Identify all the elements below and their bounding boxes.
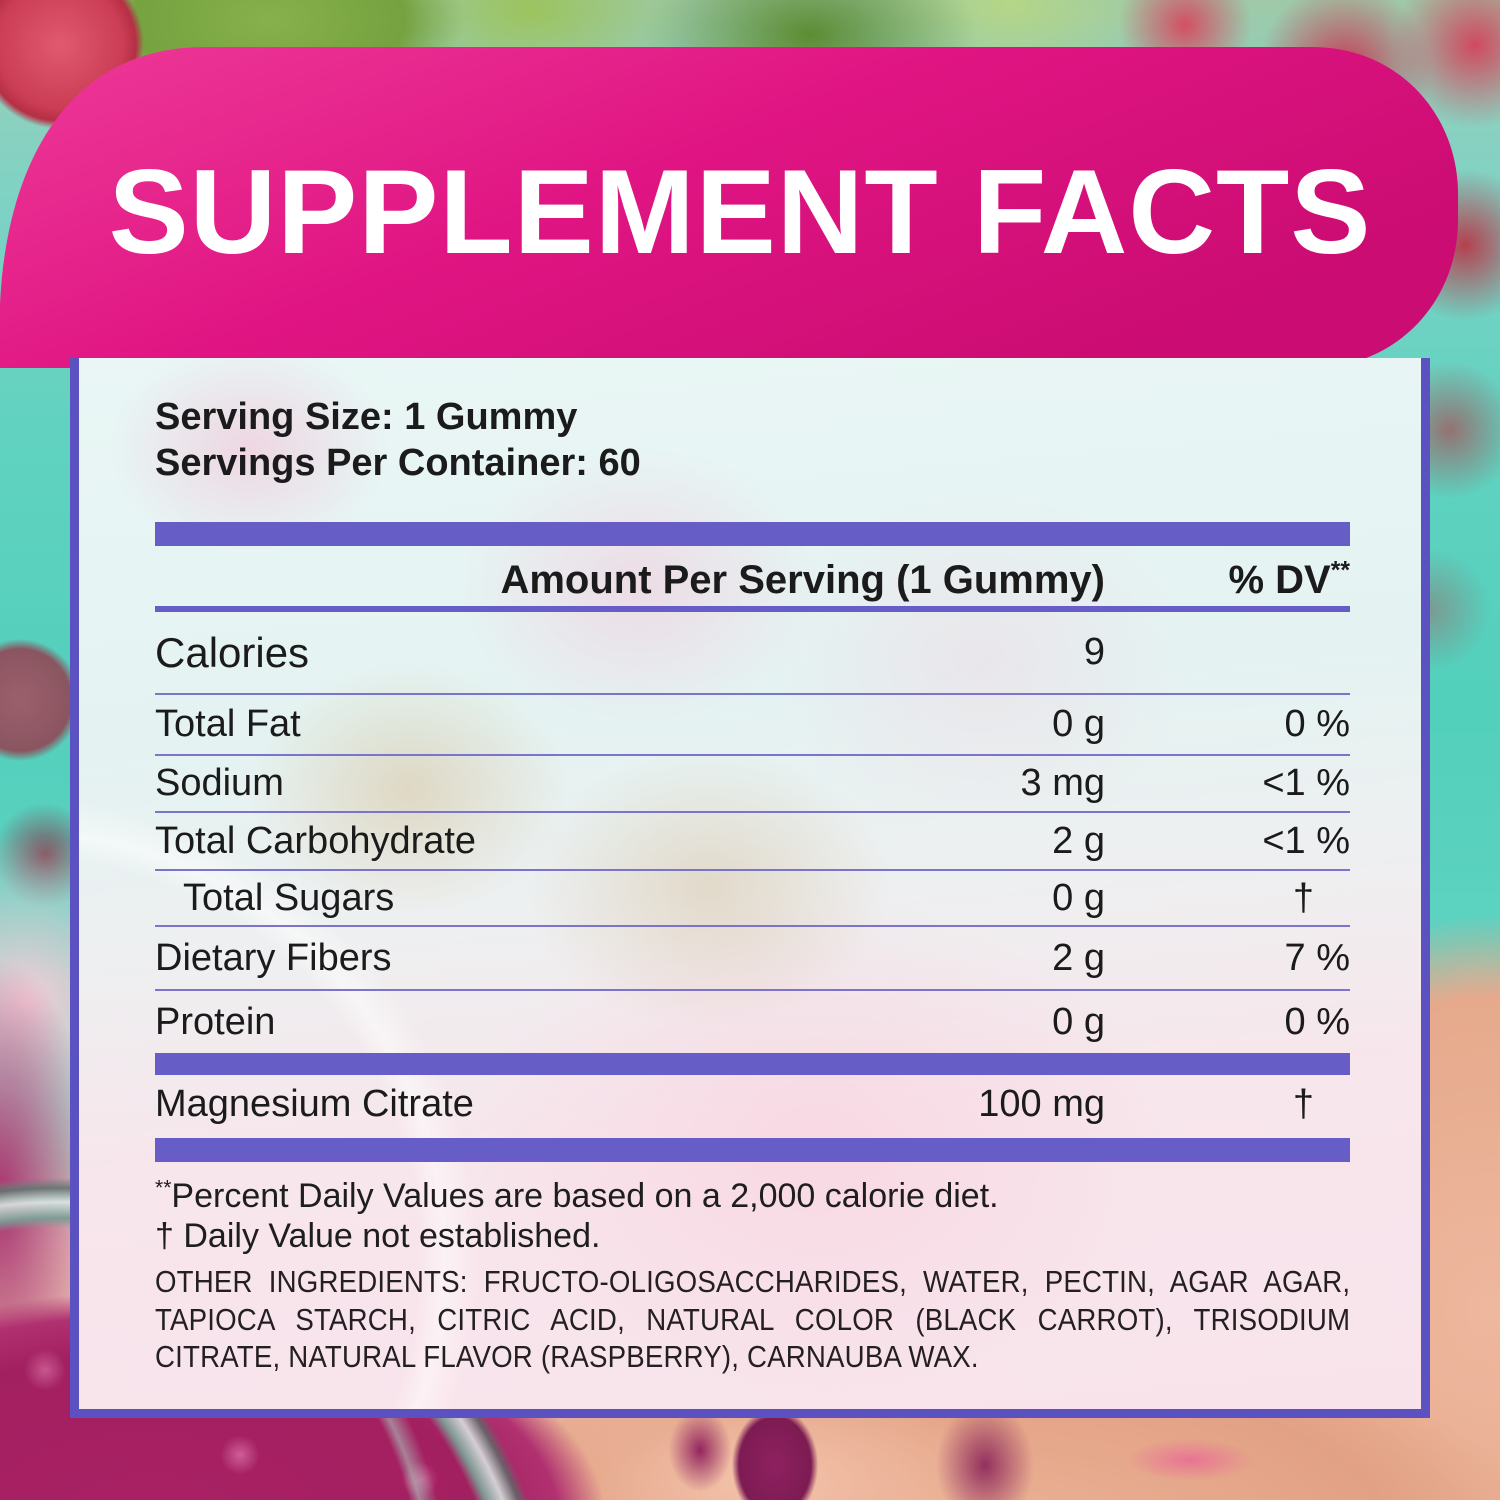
panel-content: Serving Size: 1 Gummy Servings Per Conta…: [155, 358, 1350, 1409]
table-row-calories: Calories 9: [155, 612, 1350, 695]
serving-size: Serving Size: 1 Gummy: [155, 396, 578, 438]
nutrient-amount: 9: [1083, 631, 1105, 673]
nutrient-dv: <1 %: [1262, 819, 1350, 862]
footnote-marker: †: [155, 1217, 174, 1255]
servings-per-container: Servings Per Container: 60: [155, 442, 641, 484]
footnote-percent-dv: **Percent Daily Values are based on a 2,…: [155, 1176, 999, 1215]
nutrient-table: Calories 9 Total Fat 0 g 0 % Sodium 3 mg…: [155, 612, 1350, 1053]
dv-header-marker: **: [1330, 557, 1350, 585]
nutrient-label: Sodium: [155, 762, 284, 804]
footnote-daily-value: † Daily Value not established.: [155, 1217, 601, 1255]
nutrient-amount: 0 g: [1052, 876, 1105, 919]
nutrient-amount: 3 mg: [1020, 762, 1105, 804]
banner-shape: [0, 47, 1458, 368]
table-row-total-carbohydrate: Total Carbohydrate 2 g <1 %: [155, 813, 1350, 871]
other-ingredients: OTHER INGREDIENTS: FRUCTO-OLIGOSACCHARID…: [155, 1264, 1351, 1374]
table-row-total-fat: Total Fat 0 g 0 %: [155, 695, 1350, 756]
amount-per-serving-header: Amount Per Serving (1 Gummy): [500, 557, 1105, 602]
table-row-sodium: Sodium 3 mg <1 %: [155, 756, 1350, 813]
nutrient-amount: 2 g: [1052, 936, 1105, 979]
nutrient-label: Total Fat: [155, 703, 301, 745]
header-underline: [155, 606, 1350, 612]
nutrient-dv: 0 %: [1284, 703, 1350, 745]
table-row-total-sugars: Total Sugars 0 g †: [155, 871, 1350, 927]
nutrient-dv: <1 %: [1262, 762, 1350, 804]
table-row-magnesium-citrate: Magnesium Citrate 100 mg †: [155, 1073, 1350, 1135]
nutrient-dv: 0 %: [1284, 1000, 1350, 1043]
nutrient-amount: 0 g: [1052, 703, 1105, 745]
nutrient-label: Total Sugars: [183, 876, 395, 919]
supplement-facts-panel: Serving Size: 1 Gummy Servings Per Conta…: [70, 358, 1430, 1418]
nutrient-amount: 2 g: [1052, 819, 1105, 862]
percent-dv-header: % DV**: [1228, 557, 1350, 602]
nutrient-label: Protein: [155, 1000, 276, 1043]
nutrient-amount: 0 g: [1052, 1000, 1105, 1043]
divider-bar-bottom: [155, 1138, 1350, 1162]
nutrient-label: Calories: [155, 628, 310, 676]
table-row-protein: Protein 0 g 0 %: [155, 991, 1350, 1053]
footnote-marker: **: [155, 1176, 172, 1200]
divider-bar-middle: [155, 1053, 1350, 1075]
nutrient-dv: †: [1292, 1082, 1314, 1125]
divider-bar-top: [155, 522, 1350, 546]
page-title: SUPPLEMENT FACTS: [108, 145, 1372, 279]
nutrient-label: Total Carbohydrate: [155, 819, 477, 862]
table-row-dietary-fibers: Dietary Fibers 2 g 7 %: [155, 927, 1350, 991]
nutrient-dv: †: [1292, 876, 1314, 919]
nutrient-label: Dietary Fibers: [155, 936, 392, 979]
table-header-row: Amount Per Serving (1 Gummy) % DV**: [155, 554, 1350, 606]
nutrient-label: Magnesium Citrate: [155, 1082, 474, 1125]
nutrient-amount: 100 mg: [978, 1082, 1105, 1125]
nutrient-dv: 7 %: [1284, 936, 1350, 979]
